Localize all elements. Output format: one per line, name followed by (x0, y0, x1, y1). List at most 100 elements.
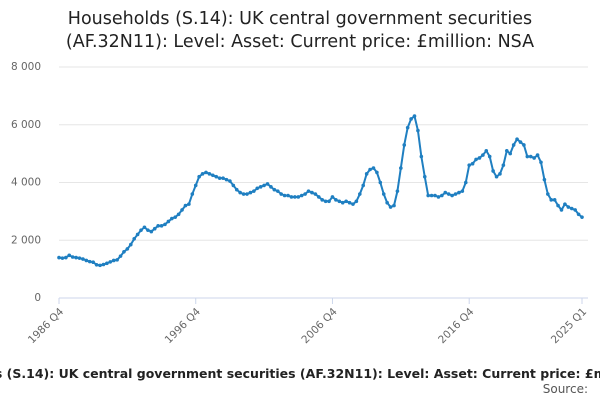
point (67, 253, 72, 258)
point (522, 143, 526, 147)
point (470, 161, 475, 166)
point (416, 128, 420, 133)
point (296, 195, 301, 199)
x-tick-label: 2016 Q4 (436, 306, 477, 347)
point (378, 180, 383, 185)
point (446, 192, 451, 196)
point (221, 176, 225, 180)
point (200, 172, 205, 176)
point (238, 190, 242, 195)
point (156, 224, 160, 228)
point (204, 170, 208, 175)
point (64, 255, 68, 260)
point (481, 153, 485, 157)
point (163, 222, 167, 227)
point (214, 174, 219, 179)
point (190, 192, 195, 196)
point (535, 153, 540, 157)
point (368, 167, 372, 172)
point (139, 228, 143, 232)
y-tick-label: 0 (34, 292, 41, 304)
point (323, 199, 328, 204)
point (392, 203, 396, 208)
point (402, 143, 407, 147)
x-tick-label: 1986 Q4 (26, 306, 67, 347)
point (180, 208, 184, 212)
point (433, 193, 437, 198)
point (388, 205, 393, 209)
point (552, 198, 557, 202)
point (207, 172, 212, 176)
point (409, 117, 413, 121)
point (170, 216, 174, 221)
y-tick-label: 6 000 (11, 119, 41, 131)
point (60, 256, 65, 260)
point (477, 156, 482, 160)
point (580, 215, 584, 219)
point (310, 190, 314, 195)
point (98, 263, 102, 268)
point (303, 192, 307, 196)
point (146, 228, 150, 232)
point (429, 193, 434, 198)
point (183, 203, 188, 208)
point (566, 205, 571, 209)
point (187, 202, 191, 206)
point (460, 189, 465, 193)
point (115, 258, 119, 262)
point (91, 260, 95, 264)
point (57, 255, 61, 260)
point (337, 199, 342, 204)
point (563, 202, 567, 206)
point (426, 193, 430, 198)
chart-title: Households (S.14): UK central government… (65, 9, 535, 52)
point (375, 170, 379, 175)
point (546, 192, 550, 196)
point (494, 174, 499, 179)
point (313, 192, 318, 196)
point (511, 143, 516, 147)
point (77, 256, 82, 260)
point (405, 125, 410, 130)
point (128, 242, 133, 247)
point (248, 190, 253, 195)
point (422, 174, 427, 179)
point (467, 163, 471, 167)
point (334, 198, 338, 202)
point (224, 177, 229, 182)
y-tick-label: 4 000 (11, 177, 41, 189)
point (457, 190, 461, 195)
point (275, 189, 280, 193)
point (262, 183, 266, 188)
point (306, 189, 311, 193)
point (299, 193, 304, 198)
point (412, 114, 417, 118)
point (515, 137, 519, 141)
point (84, 258, 89, 263)
y-tick-label: 2 000 (11, 234, 41, 246)
point (70, 255, 75, 259)
point (255, 186, 260, 191)
y-tick-label: 8 000 (11, 61, 41, 73)
point (440, 193, 444, 198)
point (118, 254, 123, 258)
caption: Households (S.14): UK central government… (0, 366, 600, 381)
point (395, 189, 400, 193)
point (152, 226, 157, 231)
point (316, 195, 321, 199)
point (559, 208, 564, 212)
point (125, 247, 130, 251)
point (241, 192, 246, 196)
point (556, 203, 560, 208)
point (573, 208, 577, 212)
point (436, 195, 441, 199)
point (399, 166, 403, 170)
point (217, 176, 222, 180)
point (576, 212, 581, 217)
point (197, 174, 201, 179)
point (347, 200, 352, 205)
point (289, 195, 294, 199)
point (491, 169, 495, 173)
point (211, 173, 215, 178)
